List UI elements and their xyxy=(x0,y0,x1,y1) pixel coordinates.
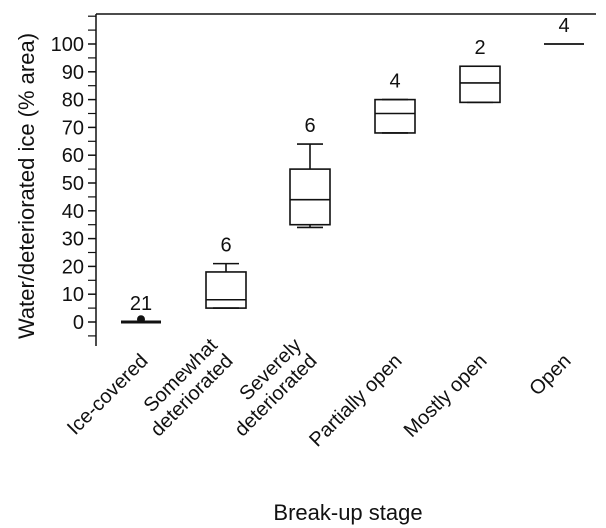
outlier-point xyxy=(137,315,145,324)
y-tick-label: 60 xyxy=(62,145,84,167)
sample-size-label: 21 xyxy=(130,293,152,315)
x-tick-label-line: Open xyxy=(525,350,575,400)
x-tick-label-line: Ice-covered xyxy=(63,350,152,439)
y-tick-label: 20 xyxy=(62,256,84,278)
x-tick-label-line: Mostly open xyxy=(400,350,492,442)
sample-size-label: 4 xyxy=(558,15,569,37)
sample-size-label: 2 xyxy=(474,37,485,59)
x-tick-label: Somewhatdeteriorated xyxy=(131,334,238,441)
x-axis-title: Break-up stage xyxy=(273,500,422,525)
y-axis-title: Water/deteriorated ice (% area) xyxy=(14,33,39,339)
y-tick-label: 10 xyxy=(62,284,84,306)
y-tick-label: 100 xyxy=(51,34,84,56)
x-tick-label: Ice-covered xyxy=(63,350,152,439)
iqr-box xyxy=(374,98,416,134)
box-6: 4 xyxy=(544,15,584,45)
y-tick-label: 0 xyxy=(73,312,84,334)
y-tick-label: 40 xyxy=(62,201,84,223)
y-tick-label: 50 xyxy=(62,173,84,195)
iqr-box xyxy=(205,271,247,309)
x-tick-label: Open xyxy=(525,350,575,400)
box-3: 6 xyxy=(289,115,331,229)
y-tick-label: 70 xyxy=(62,117,84,139)
iqr-box xyxy=(459,65,501,104)
iqr-box xyxy=(289,168,331,226)
y-tick-label: 30 xyxy=(62,229,84,251)
x-tick-label: Severelydeteriorated xyxy=(215,334,322,441)
y-tick-label: 80 xyxy=(62,90,84,112)
boxes: 21 6 6 4 2 4 xyxy=(121,15,584,324)
box-1: 21 xyxy=(121,293,161,324)
sample-size-label: 6 xyxy=(304,115,315,137)
x-tick-label: Mostly open xyxy=(400,350,492,442)
box-5: 2 xyxy=(459,37,501,104)
x-axis-tick-labels: Ice-coveredSomewhatdeterioratedSeverelyd… xyxy=(63,334,575,451)
sample-size-label: 4 xyxy=(389,71,400,93)
y-tick-label: 90 xyxy=(62,62,84,84)
axes xyxy=(95,13,596,346)
sample-size-label: 6 xyxy=(220,235,231,257)
box-2: 6 xyxy=(205,235,247,309)
box-4: 4 xyxy=(374,71,416,134)
y-axis-ticks: 0 10 20 30 40 50 60 70 80 90 100 xyxy=(51,15,96,337)
